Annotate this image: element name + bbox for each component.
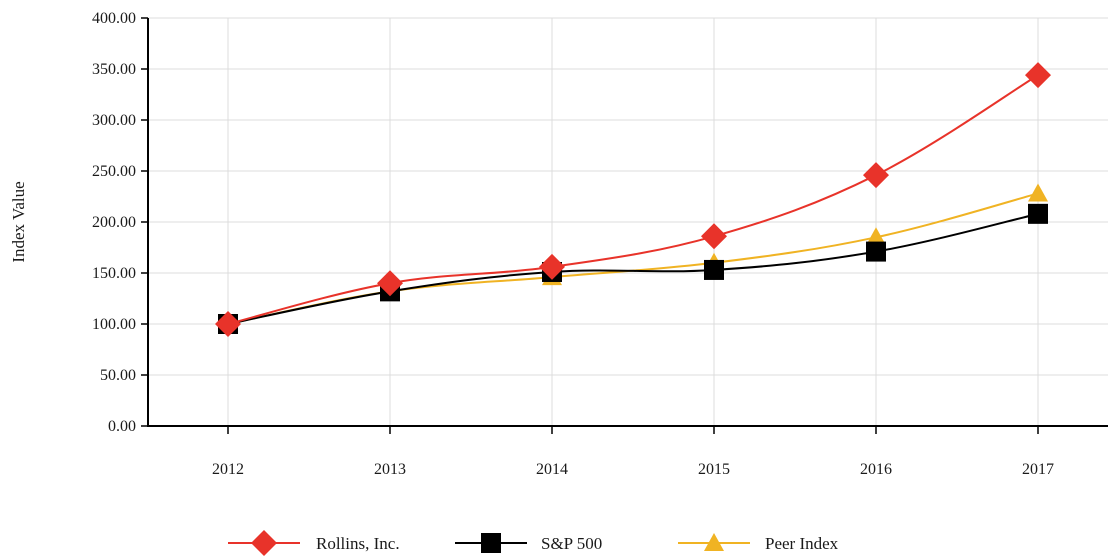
legend-item-peer-index: Peer Index: [678, 533, 839, 553]
point-peer-index: [866, 227, 886, 246]
y-tick-label: 150.00: [92, 265, 136, 282]
series-rollins-inc: [215, 62, 1051, 337]
point-rollins-inc: [1025, 62, 1051, 89]
legend: Rollins, Inc. S&P 500 Peer Index: [228, 530, 839, 556]
legend-label: Rollins, Inc.: [316, 534, 400, 553]
y-axis-ticks: 0.00 50.00 100.00 150.00 200.00 250.00 300.00 3…: [92, 10, 148, 435]
x-tick-label: 2014: [536, 461, 568, 478]
point-rollins-inc: [377, 270, 403, 297]
y-tick-label: 50.00: [100, 367, 136, 384]
legend-item-s-p-500: S&P 500: [455, 533, 602, 553]
point-s-p-500: [704, 259, 724, 280]
x-tick-label: 2012: [212, 461, 244, 478]
point-rollins-inc: [701, 223, 727, 250]
legend-item-rollins-inc: Rollins, Inc.: [228, 530, 400, 556]
series-group: [215, 62, 1051, 337]
legend-marker-rollins-inc: [251, 530, 277, 556]
y-tick-label: 300.00: [92, 112, 136, 129]
point-s-p-500: [866, 241, 886, 262]
y-tick-label: 250.00: [92, 163, 136, 180]
legend-label: S&P 500: [541, 534, 602, 553]
x-axis-ticks: 2012 2013 2014 2015 2016 2017: [212, 426, 1054, 478]
y-tick-label: 100.00: [92, 316, 136, 333]
legend-marker-peer-index: [704, 533, 724, 551]
series-peer-index: [218, 183, 1048, 332]
series-s-p-500: [218, 203, 1048, 334]
series-line-s-p-500: [227, 212, 1039, 325]
legend-marker-s-p-500: [481, 533, 501, 553]
y-tick-label: 350.00: [92, 61, 136, 78]
y-axis-label: Index Value: [9, 181, 28, 262]
point-s-p-500: [1028, 203, 1048, 224]
y-tick-label: 400.00: [92, 10, 136, 27]
x-tick-label: 2017: [1022, 461, 1054, 478]
point-peer-index: [1028, 183, 1048, 202]
point-rollins-inc: [215, 311, 241, 337]
point-rollins-inc: [539, 253, 565, 280]
y-tick-label: 200.00: [92, 214, 136, 231]
legend-label: Peer Index: [765, 534, 839, 553]
x-tick-label: 2015: [698, 461, 730, 478]
series-line-rollins-inc: [227, 74, 1039, 325]
grid: [148, 17, 1108, 427]
x-tick-label: 2013: [374, 461, 406, 478]
point-rollins-inc: [863, 162, 889, 189]
series-line-peer-index: [227, 192, 1039, 325]
y-tick-label: 0.00: [108, 418, 136, 435]
x-tick-label: 2016: [860, 461, 892, 478]
